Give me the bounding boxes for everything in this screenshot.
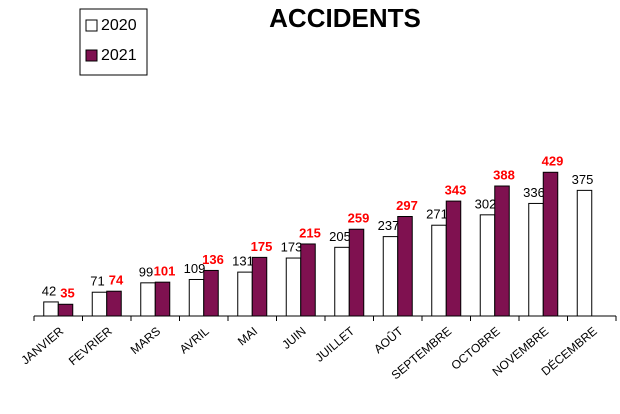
bar — [397, 216, 413, 317]
value-label: 237 — [378, 218, 400, 233]
value-label: 42 — [42, 283, 56, 298]
bar — [285, 257, 302, 317]
x-tick-label: AOÛT — [371, 323, 407, 356]
x-tick-label: MARS — [128, 324, 164, 357]
value-label: 136 — [202, 252, 224, 267]
x-tick-label: JUILLET — [312, 324, 357, 365]
value-label: 205 — [329, 229, 351, 244]
bar — [542, 171, 559, 317]
value-label: 336 — [523, 185, 545, 200]
value-label: 271 — [426, 207, 448, 222]
value-label: 375 — [572, 172, 594, 187]
value-label: 175 — [251, 239, 273, 254]
bar — [43, 301, 59, 317]
value-label: 74 — [109, 273, 124, 288]
bar — [300, 243, 316, 317]
x-tick-label: MAI — [235, 324, 260, 348]
bar — [479, 214, 496, 317]
bar — [382, 236, 399, 317]
value-label: 388 — [493, 167, 515, 182]
value-label: 429 — [542, 154, 564, 169]
x-tick-label: JUIN — [279, 324, 308, 352]
legend-label: 2021 — [101, 47, 137, 64]
bar — [528, 202, 544, 317]
value-label: 343 — [445, 183, 467, 198]
value-label: 215 — [299, 225, 321, 240]
value-label: 302 — [475, 196, 497, 211]
value-label: 259 — [348, 211, 370, 226]
legend-swatch — [85, 19, 98, 32]
value-label: 131 — [232, 254, 254, 269]
value-label: 71 — [90, 274, 104, 289]
bar — [203, 269, 219, 317]
value-label: 109 — [184, 261, 206, 276]
bar — [494, 185, 510, 317]
bar — [57, 303, 74, 317]
value-label: 173 — [281, 239, 303, 254]
bar — [576, 189, 593, 317]
bar — [91, 291, 108, 317]
bar — [140, 282, 156, 317]
chart-title: ACCIDENTS — [269, 3, 421, 33]
bar — [188, 278, 205, 317]
value-label: 35 — [60, 286, 74, 301]
bar — [154, 281, 171, 317]
x-tick-label: AVRIL — [177, 324, 212, 357]
bar — [237, 271, 253, 317]
bar — [348, 228, 365, 317]
value-label: 297 — [396, 198, 418, 213]
legend-label: 2020 — [101, 17, 137, 34]
value-label: 101 — [154, 264, 176, 279]
x-tick-label: FEVRIER — [66, 324, 115, 368]
bar — [445, 200, 462, 317]
bar — [334, 246, 350, 317]
legend-swatch — [85, 49, 98, 62]
value-label: 99 — [139, 264, 153, 279]
x-tick-label: JANVIER — [18, 324, 66, 368]
bar — [251, 256, 268, 317]
bar — [106, 290, 122, 317]
bar — [431, 224, 447, 317]
